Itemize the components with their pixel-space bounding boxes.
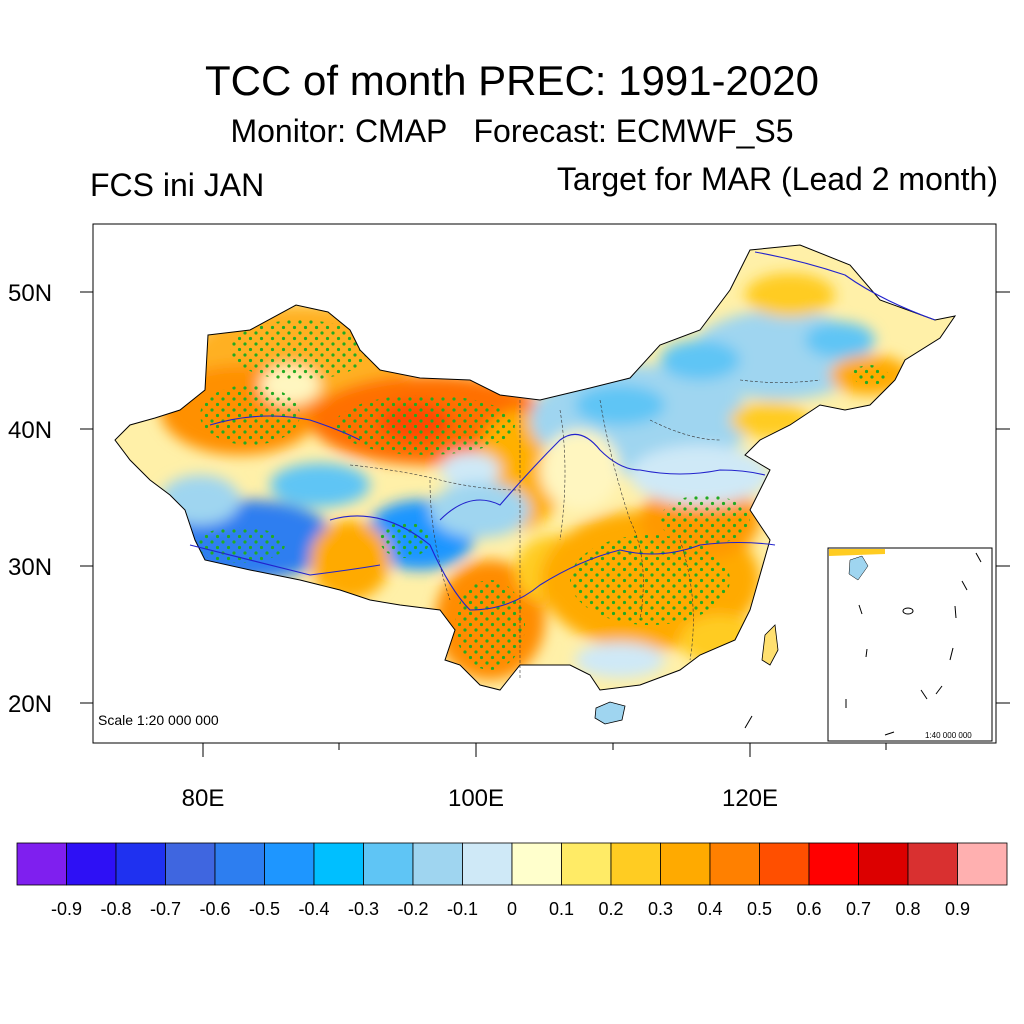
colorbar-box [957, 842, 1008, 886]
china-border [114, 244, 957, 691]
taiwan-island [761, 624, 779, 666]
colorbar-box [462, 842, 513, 886]
colorbar-box [165, 842, 216, 886]
south-china-sea-inset: 1:40 000 000 [827, 547, 993, 742]
colorbar-box [363, 842, 414, 886]
colorbar: -0.9 -0.8 -0.7 -0.6 -0.5 -0.4 -0.3 -0.2 -0.1 0 0.1… [16, 842, 1008, 919]
colorbar-label: -0.7 [150, 899, 181, 919]
region-northeast [745, 273, 835, 317]
colorbar-label: -0.1 [447, 899, 478, 919]
colorbar-label: -0.9 [51, 899, 82, 919]
colorbar-box [264, 842, 315, 886]
colorbar-label: -0.6 [199, 899, 230, 919]
heilong-river [754, 251, 936, 321]
x-tick-100E: 100E [448, 785, 504, 812]
colorbar-box [808, 842, 859, 886]
x-tick-120E: 120E [722, 785, 778, 812]
colorbar-label: 0.6 [796, 899, 821, 919]
colorbar-label: 0.8 [895, 899, 920, 919]
colorbar-label: 0.7 [846, 899, 871, 919]
colorbar-box [412, 842, 463, 886]
colorbar-label: -0.3 [348, 899, 379, 919]
significance-stippling [195, 320, 888, 670]
colorbar-box [115, 842, 166, 886]
axis-ticks [80, 291, 1010, 757]
y-tick-20N: 20N [8, 691, 52, 718]
colorbar-label: 0.2 [598, 899, 623, 919]
init-label: FCS ini JAN [90, 167, 265, 203]
colorbar-box [858, 842, 909, 886]
province-boundaries [349, 379, 821, 680]
colorbar-label: 0.5 [747, 899, 772, 919]
colorbar-label: 0.3 [648, 899, 673, 919]
scale-label: Scale 1:20 000 000 [98, 712, 219, 728]
y-tick-30N: 30N [8, 554, 52, 581]
figure-subtitle: Monitor: CMAP Forecast: ECMWF_S5 [230, 113, 794, 149]
colorbar-box [660, 842, 711, 886]
yellow-river [439, 433, 766, 521]
colorbar-box [313, 842, 364, 886]
colorbar-box [214, 842, 265, 886]
colorbar-box [66, 842, 117, 886]
colorbar-label: 0.1 [549, 899, 574, 919]
y-tick-50N: 50N [8, 280, 52, 307]
colorbar-label: -0.8 [100, 899, 131, 919]
tarim-river [209, 415, 361, 441]
colorbar-label: 0 [507, 899, 517, 919]
colorbar-box [610, 842, 661, 886]
rivers [189, 251, 936, 611]
colorbar-box [709, 842, 760, 886]
x-tick-80E: 80E [182, 785, 225, 812]
colorbar-box [511, 842, 562, 886]
colorbar-label: -0.4 [298, 899, 329, 919]
inset-scale-label: 1:40 000 000 [925, 731, 972, 740]
colorbar-label: -0.5 [249, 899, 280, 919]
hainan-island [594, 701, 626, 725]
colorbar-label: 0.4 [697, 899, 722, 919]
colorbar-box [907, 842, 958, 886]
colorbar-box [759, 842, 810, 886]
colorbar-box [16, 842, 67, 886]
y-tick-40N: 40N [8, 417, 52, 444]
figure-title: TCC of month PREC: 1991-2020 [205, 57, 819, 104]
colorbar-box [561, 842, 612, 886]
colorbar-label: -0.2 [397, 899, 428, 919]
yarlung-river [189, 544, 381, 576]
colorbar-label: 0.9 [945, 899, 970, 919]
yangtze-river [329, 515, 776, 611]
target-label: Target for MAR (Lead 2 month) [556, 161, 998, 197]
